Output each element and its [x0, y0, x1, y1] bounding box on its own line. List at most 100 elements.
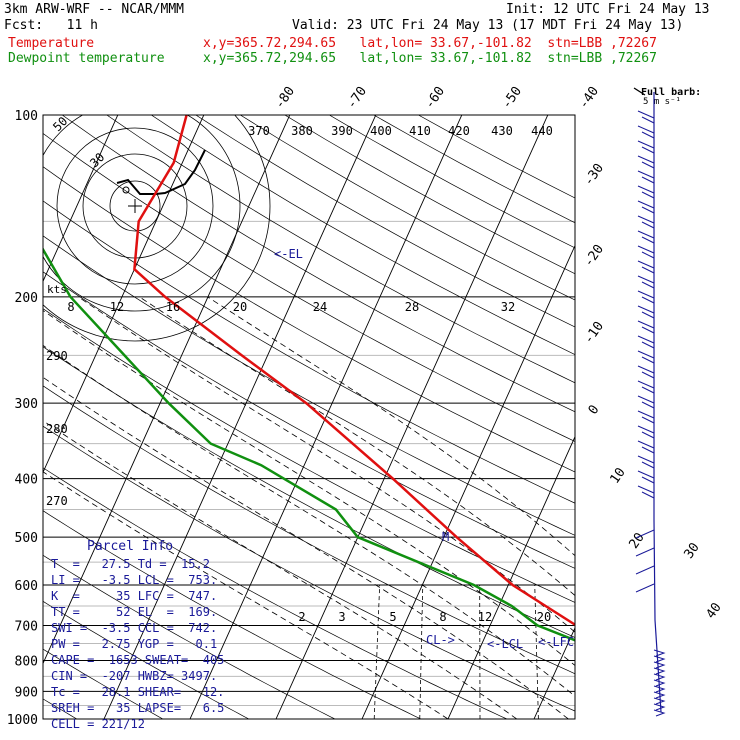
mixing-ratio-label-3: 3 — [338, 610, 345, 624]
parcel-info-row: LI = -3.5 LCL = 753. — [51, 573, 218, 587]
isotherm-label-40: 40 — [703, 600, 724, 621]
wind-barb — [641, 206, 655, 214]
hodograph-ring-3 — [43, 115, 241, 312]
wind-barb — [641, 446, 655, 454]
mixing-ratio-label-12: 12 — [478, 610, 492, 624]
wind-barb — [637, 440, 655, 449]
dry-adiabat-440 — [329, 115, 575, 249]
forecast-hour: Fcst: 11 h — [4, 18, 98, 33]
pressure-label-200: 200 — [15, 291, 38, 306]
wind-legend-barb — [633, 87, 646, 96]
mixing-ratio-label-2: 2 — [298, 610, 305, 624]
wind-barb — [641, 311, 655, 319]
left-theta-label-280: 280 — [46, 422, 68, 436]
parcel-info-title: Parcel Info — [87, 539, 174, 554]
wind-barb — [641, 296, 655, 304]
parcel-info-row: CIN = -207 HWBZ= 3497. — [51, 669, 218, 683]
parcel-info-row: CELL = 221/12 — [51, 717, 145, 731]
mixing-ratio-line-3 — [419, 584, 424, 719]
isotherm-20 — [620, 115, 740, 719]
wind-barb — [637, 380, 655, 389]
wind-barb — [641, 461, 655, 469]
wind-barb — [635, 565, 655, 575]
plot-frame — [42, 114, 576, 720]
wind-barb — [653, 709, 666, 717]
moist-adiabat-26 — [77, 296, 575, 633]
hodograph-speed-label-20: 20 — [233, 300, 247, 314]
hodograph-speed-label-32: 32 — [501, 300, 515, 314]
dry-adiabat-450 — [373, 115, 575, 224]
dry-adiabat-320 — [43, 308, 575, 603]
wind-barb — [653, 649, 666, 657]
dry-adiabat-420 — [240, 115, 575, 301]
wind-barb — [637, 365, 655, 374]
dry-adiabat-300 — [43, 385, 575, 675]
wind-barb — [637, 410, 655, 419]
theta-label-410: 410 — [409, 124, 431, 138]
mixing-ratio-line-2 — [373, 584, 381, 719]
dry-adiabat-330 — [43, 271, 575, 569]
wind-barb — [641, 266, 655, 274]
dewpoint-location-info: x,y=365.72,294.65 lat,lon= 33.67,-101.82… — [203, 51, 657, 66]
wind-barb — [637, 470, 655, 479]
wind-barb — [637, 350, 655, 359]
theta-label-400: 400 — [370, 124, 392, 138]
dry-adiabat-370 — [43, 133, 575, 442]
hodograph-start-marker — [122, 186, 130, 194]
dry-adiabat-410 — [195, 115, 575, 328]
isotherm-label--70: -70 — [344, 84, 370, 112]
pressure-label-800: 800 — [15, 654, 38, 669]
dry-adiabat-290 — [43, 425, 575, 712]
dry-adiabat-280 — [43, 467, 508, 719]
pressure-label-900: 900 — [15, 685, 38, 700]
lcl-marker: <-LCL — [487, 637, 523, 651]
theta-label-380: 380 — [291, 124, 313, 138]
parcel-info-row: PW = 2.75 YGP = 0.1 — [51, 637, 218, 651]
pressure-label-300: 300 — [15, 397, 38, 412]
isotherm-label-30: 30 — [681, 540, 702, 561]
wind-barb — [641, 191, 655, 199]
wind-barb — [637, 200, 655, 209]
wind-barb — [641, 251, 655, 259]
pressure-label-100: 100 — [15, 109, 38, 124]
wind-barb — [641, 131, 655, 139]
cl-marker: CL-> — [426, 633, 455, 647]
wind-barb — [637, 395, 655, 404]
wind-barb — [641, 326, 655, 334]
pressure-label-500: 500 — [15, 531, 38, 546]
parcel-info-row: TT = 52 EL = 169. — [51, 605, 218, 619]
moist-adiabat-18 — [43, 344, 575, 697]
m-marker: M — [442, 530, 449, 544]
wind-barb — [635, 529, 655, 539]
isotherm-0 — [447, 435, 575, 719]
wind-legend-title: Full barb: — [641, 87, 701, 98]
isotherm-label--40: -40 — [576, 84, 602, 112]
wind-barb — [641, 401, 655, 409]
dry-adiabat-360 — [43, 166, 575, 473]
wind-barb — [653, 697, 666, 705]
hodograph-speed-label-24: 24 — [313, 300, 327, 314]
hodograph-ring-0 — [109, 180, 161, 232]
wind-barb — [637, 170, 655, 179]
el-marker: <-EL — [274, 247, 303, 261]
wind-barb — [637, 245, 655, 254]
wind-barb — [653, 691, 666, 699]
wind-barb — [637, 230, 655, 239]
parcel-info-row: CAPE = 1653 SWEAT= 405 — [51, 653, 225, 667]
wind-barb — [641, 221, 655, 229]
theta-label-370: 370 — [248, 124, 270, 138]
wind-barb — [653, 667, 666, 675]
wind-barb — [641, 146, 655, 154]
wind-barb — [653, 703, 666, 711]
pressure-label-1000: 1000 — [7, 713, 38, 728]
wind-barb — [637, 425, 655, 434]
hodograph-ring-label-50: 50 — [50, 114, 70, 134]
dry-adiabat-260 — [43, 554, 336, 719]
left-theta-label-290: 290 — [46, 349, 68, 363]
wind-barb — [637, 320, 655, 329]
wind-barb — [641, 161, 655, 169]
isotherm-label--50: -50 — [499, 84, 525, 112]
kts-label: kts — [47, 283, 67, 296]
wind-barb — [641, 356, 655, 364]
